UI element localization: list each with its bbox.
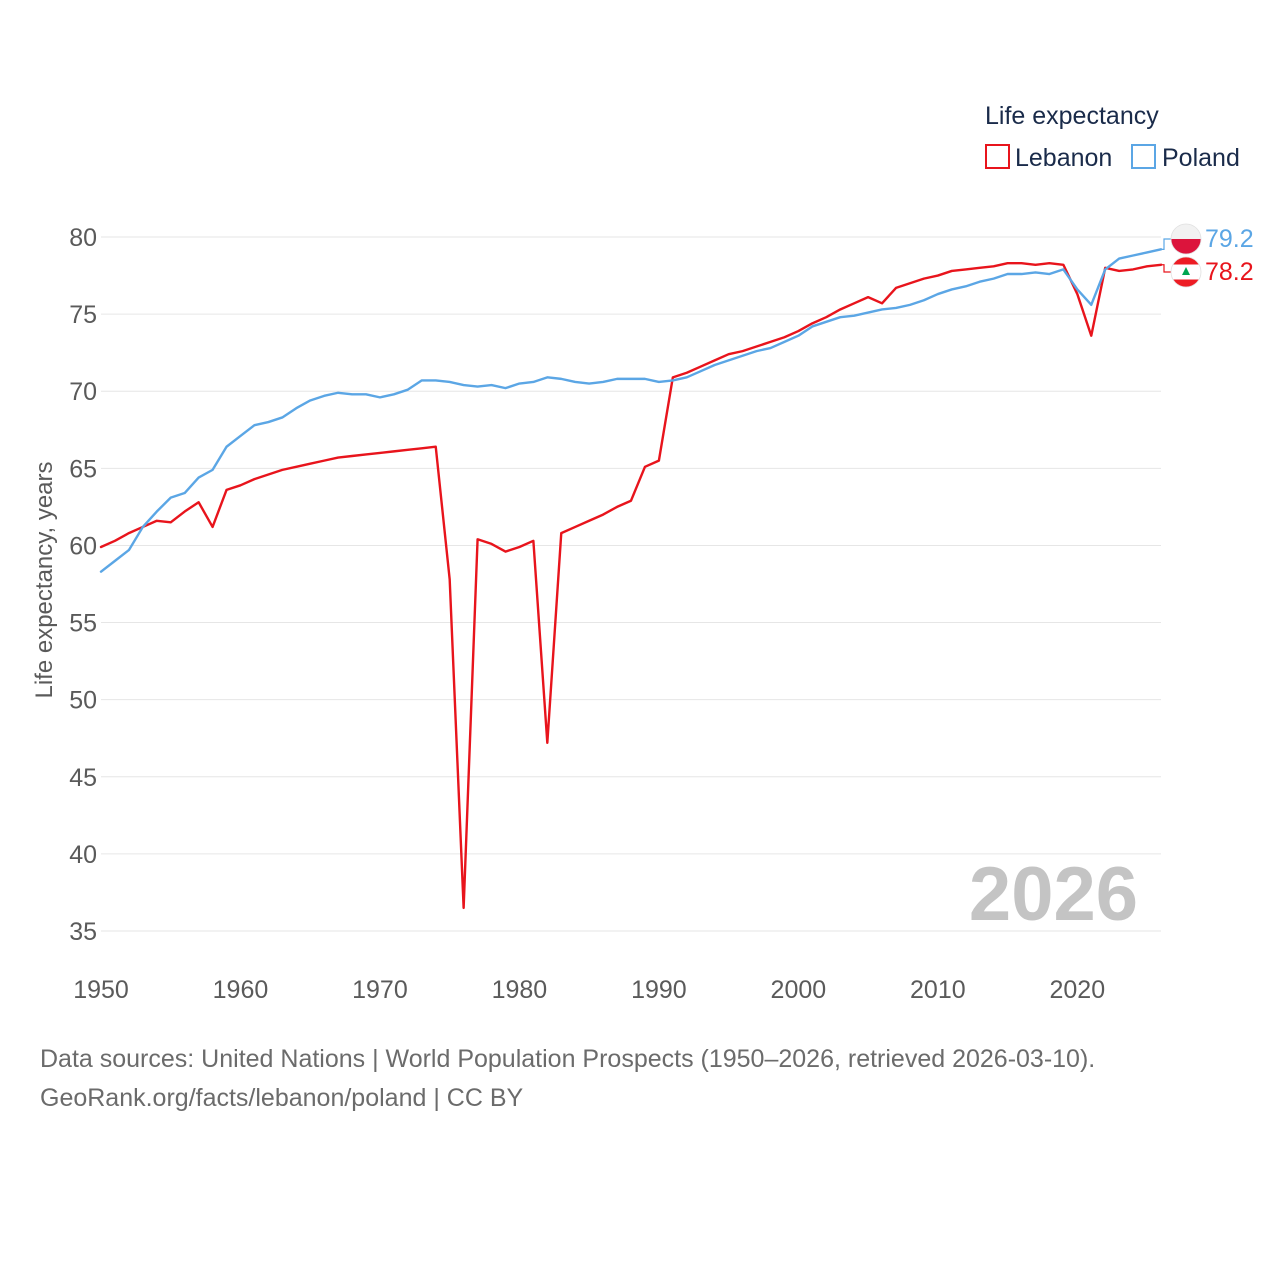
grid-layer — [101, 236, 1161, 932]
x-tick-label: 1980 — [492, 976, 548, 1004]
x-tick-label: 2010 — [910, 976, 966, 1004]
year-watermark: 2026 — [969, 852, 1138, 937]
lebanon-flag-icon — [1170, 256, 1202, 288]
series-line-poland[interactable] — [99, 248, 1163, 573]
endlabel-layer: 78.2 79.2 — [1161, 223, 1254, 288]
y-tick-label: 50 — [69, 687, 97, 715]
y-tick-label: 60 — [69, 532, 97, 560]
y-tick-label: 80 — [69, 224, 97, 252]
y-tick-label: 45 — [69, 764, 97, 792]
poland-flag-icon — [1170, 223, 1202, 255]
legend: Life expectancy Lebanon Poland — [985, 102, 1240, 172]
y-tick-label: 75 — [69, 301, 97, 329]
x-tick-label: 1990 — [631, 976, 687, 1004]
y-tick-label: 70 — [69, 378, 97, 406]
x-tick-label: 1960 — [213, 976, 269, 1004]
x-tick-label: 2000 — [771, 976, 827, 1004]
series-poland — [99, 248, 1163, 573]
end-connector-poland — [1161, 238, 1172, 250]
series-layer — [99, 248, 1163, 910]
footer-credit: GeoRank.org/facts/lebanon/poland | CC BY — [40, 1084, 524, 1112]
legend-swatch-lebanon — [985, 144, 1010, 169]
y-tick-label: 35 — [69, 918, 97, 946]
y-axis-label: Life expectancy, years — [31, 461, 58, 698]
footer-sources: Data sources: United Nations | World Pop… — [40, 1045, 1096, 1073]
legend-title: Life expectancy — [985, 102, 1159, 130]
legend-label-poland[interactable]: Poland — [1162, 144, 1240, 172]
series-lebanon — [99, 262, 1163, 910]
footer: Data sources: United Nations | World Pop… — [40, 1040, 1095, 1118]
y-tick-label: 55 — [69, 610, 97, 638]
x-tick-label: 1970 — [352, 976, 408, 1004]
axis-layer: 35 40 45 50 55 60 65 70 75 80 1950 1960 1970 1980 1990… — [69, 224, 1105, 1004]
end-connector-lebanon — [1161, 264, 1172, 273]
x-tick-label: 2020 — [1050, 976, 1106, 1004]
x-tick-label: 1950 — [73, 976, 129, 1004]
end-label-poland: 79.2 — [1205, 225, 1254, 253]
legend-label-lebanon[interactable]: Lebanon — [1015, 144, 1112, 172]
end-label-lebanon: 78.2 — [1205, 258, 1254, 286]
legend-swatch-poland — [1131, 144, 1156, 169]
y-tick-label: 40 — [69, 841, 97, 869]
y-tick-label: 65 — [69, 455, 97, 483]
series-line-lebanon[interactable] — [99, 262, 1163, 910]
